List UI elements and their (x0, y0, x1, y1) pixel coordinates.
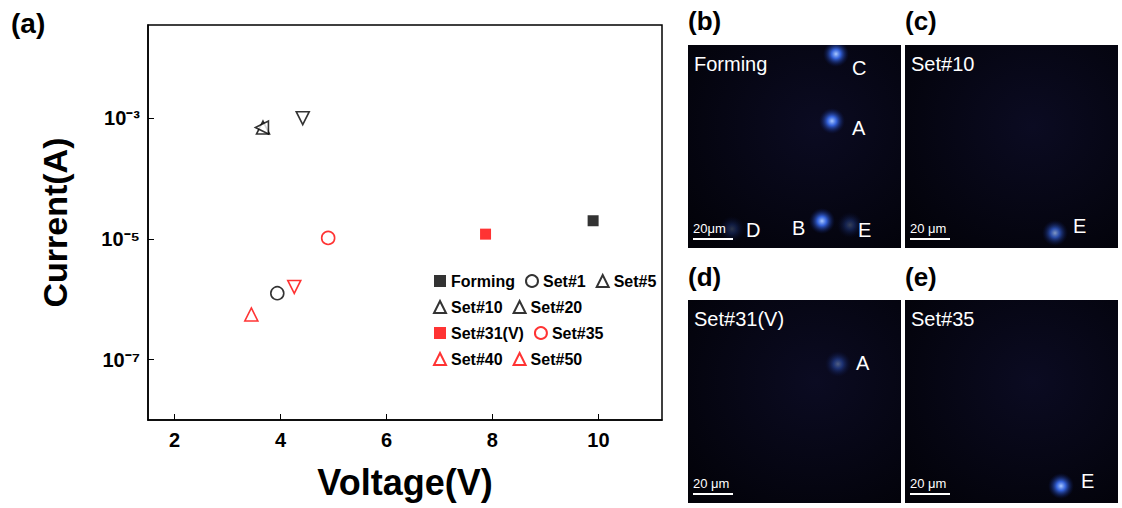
svg-text:(a): (a) (11, 8, 45, 39)
svg-text:20μm: 20μm (693, 221, 726, 236)
svg-text:Set#20: Set#20 (531, 299, 583, 316)
svg-text:20 μm: 20 μm (910, 221, 946, 236)
html-text:(b): (b) (688, 6, 722, 36)
svg-text:10⁻⁷: 10⁻⁷ (103, 349, 141, 371)
html-text:(c): (c) (905, 6, 937, 36)
svg-text:Forming: Forming (451, 273, 515, 290)
svg-text:10⁻³: 10⁻³ (104, 107, 140, 129)
svg-text:2: 2 (169, 429, 180, 451)
svg-text:Set#10: Set#10 (451, 299, 503, 316)
svg-text:20 μm: 20 μm (910, 476, 946, 491)
svg-text:Set#1: Set#1 (543, 273, 586, 290)
svg-text:E: E (1081, 470, 1094, 492)
svg-text:Set#5: Set#5 (614, 273, 657, 290)
svg-text:Set#40: Set#40 (451, 351, 503, 368)
svg-text:20 μm: 20 μm (693, 476, 729, 491)
svg-text:Forming: Forming (694, 53, 767, 75)
html-text:(d): (d) (688, 262, 722, 292)
svg-text:A: A (856, 352, 870, 374)
svg-text:Set#10: Set#10 (911, 53, 974, 75)
svg-text:A: A (852, 117, 866, 139)
svg-text:Current(A): Current(A) (36, 138, 74, 308)
svg-text:4: 4 (275, 429, 287, 451)
svg-text:Set#50: Set#50 (531, 351, 583, 368)
svg-text:10: 10 (587, 429, 609, 451)
svg-text:E: E (1073, 215, 1086, 237)
svg-text:Set#35: Set#35 (911, 308, 974, 330)
svg-text:6: 6 (381, 429, 392, 451)
svg-text:10⁻⁵: 10⁻⁵ (101, 228, 140, 250)
svg-text:Voltage(V): Voltage(V) (317, 462, 492, 503)
svg-text:D: D (746, 219, 760, 241)
svg-text:Set#31(V): Set#31(V) (694, 308, 784, 330)
svg-text:B: B (792, 217, 805, 239)
svg-text:8: 8 (487, 429, 498, 451)
svg-text:Set#35: Set#35 (552, 325, 604, 342)
html-text:(e): (e) (905, 262, 937, 292)
svg-text:Set#31(V): Set#31(V) (451, 325, 524, 342)
svg-text:C: C (852, 57, 866, 79)
svg-text:E: E (858, 219, 871, 241)
